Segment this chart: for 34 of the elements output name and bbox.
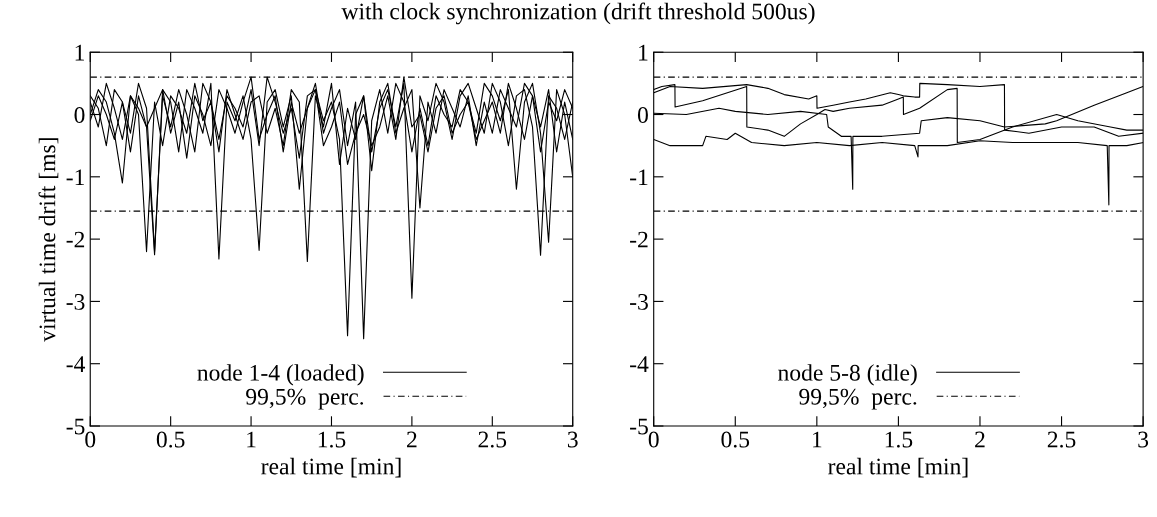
x-tick-label: 3	[567, 431, 578, 448]
x-axis-title: real time [min]	[261, 457, 401, 478]
y-tick-label: -1	[66, 169, 84, 186]
legend-label: node 1-4 (loaded)	[197, 364, 364, 386]
legend-label: 99,5% perc.	[799, 388, 917, 410]
y-axis-title: virtual time drift [ms]	[38, 138, 59, 342]
y-tick-label: -4	[630, 356, 649, 372]
x-tick-label: 1	[247, 431, 256, 448]
y-tick-label: 1	[639, 44, 648, 61]
y-tick-label: -5	[66, 418, 85, 435]
y-tick-label: 1	[75, 44, 84, 61]
x-tick-label: 2	[975, 431, 985, 448]
x-tick-label: 1.5	[318, 431, 346, 448]
y-tick-label: -3	[66, 293, 85, 310]
x-tick-label: 1.5	[885, 431, 913, 448]
y-tick-label: -5	[630, 418, 648, 435]
x-tick-label: 0.5	[156, 431, 185, 448]
x-tick-label: 2	[407, 431, 417, 448]
x-tick-label: 0.5	[721, 431, 750, 448]
chart-title: with clock synchronization (drift threshold 500us)	[341, 2, 815, 25]
x-tick-label: 2.5	[478, 431, 507, 448]
x-axis-title: real time [min]	[828, 457, 968, 478]
y-tick-label: 0	[637, 107, 648, 123]
y-tick-label: 0	[74, 107, 85, 123]
x-tick-label: 1	[813, 431, 822, 448]
y-tick-label: -3	[630, 293, 648, 310]
x-tick-label: 3	[1138, 431, 1149, 448]
y-tick-label: -2	[66, 231, 85, 248]
legend-label: 99,5% perc.	[246, 388, 364, 410]
y-tick-label: -1	[630, 169, 648, 186]
y-tick-label: -4	[66, 356, 86, 372]
x-tick-label: 2.5	[1047, 431, 1076, 448]
y-tick-label: -2	[630, 231, 648, 248]
legend-label: node 5-8 (idle)	[778, 364, 917, 386]
